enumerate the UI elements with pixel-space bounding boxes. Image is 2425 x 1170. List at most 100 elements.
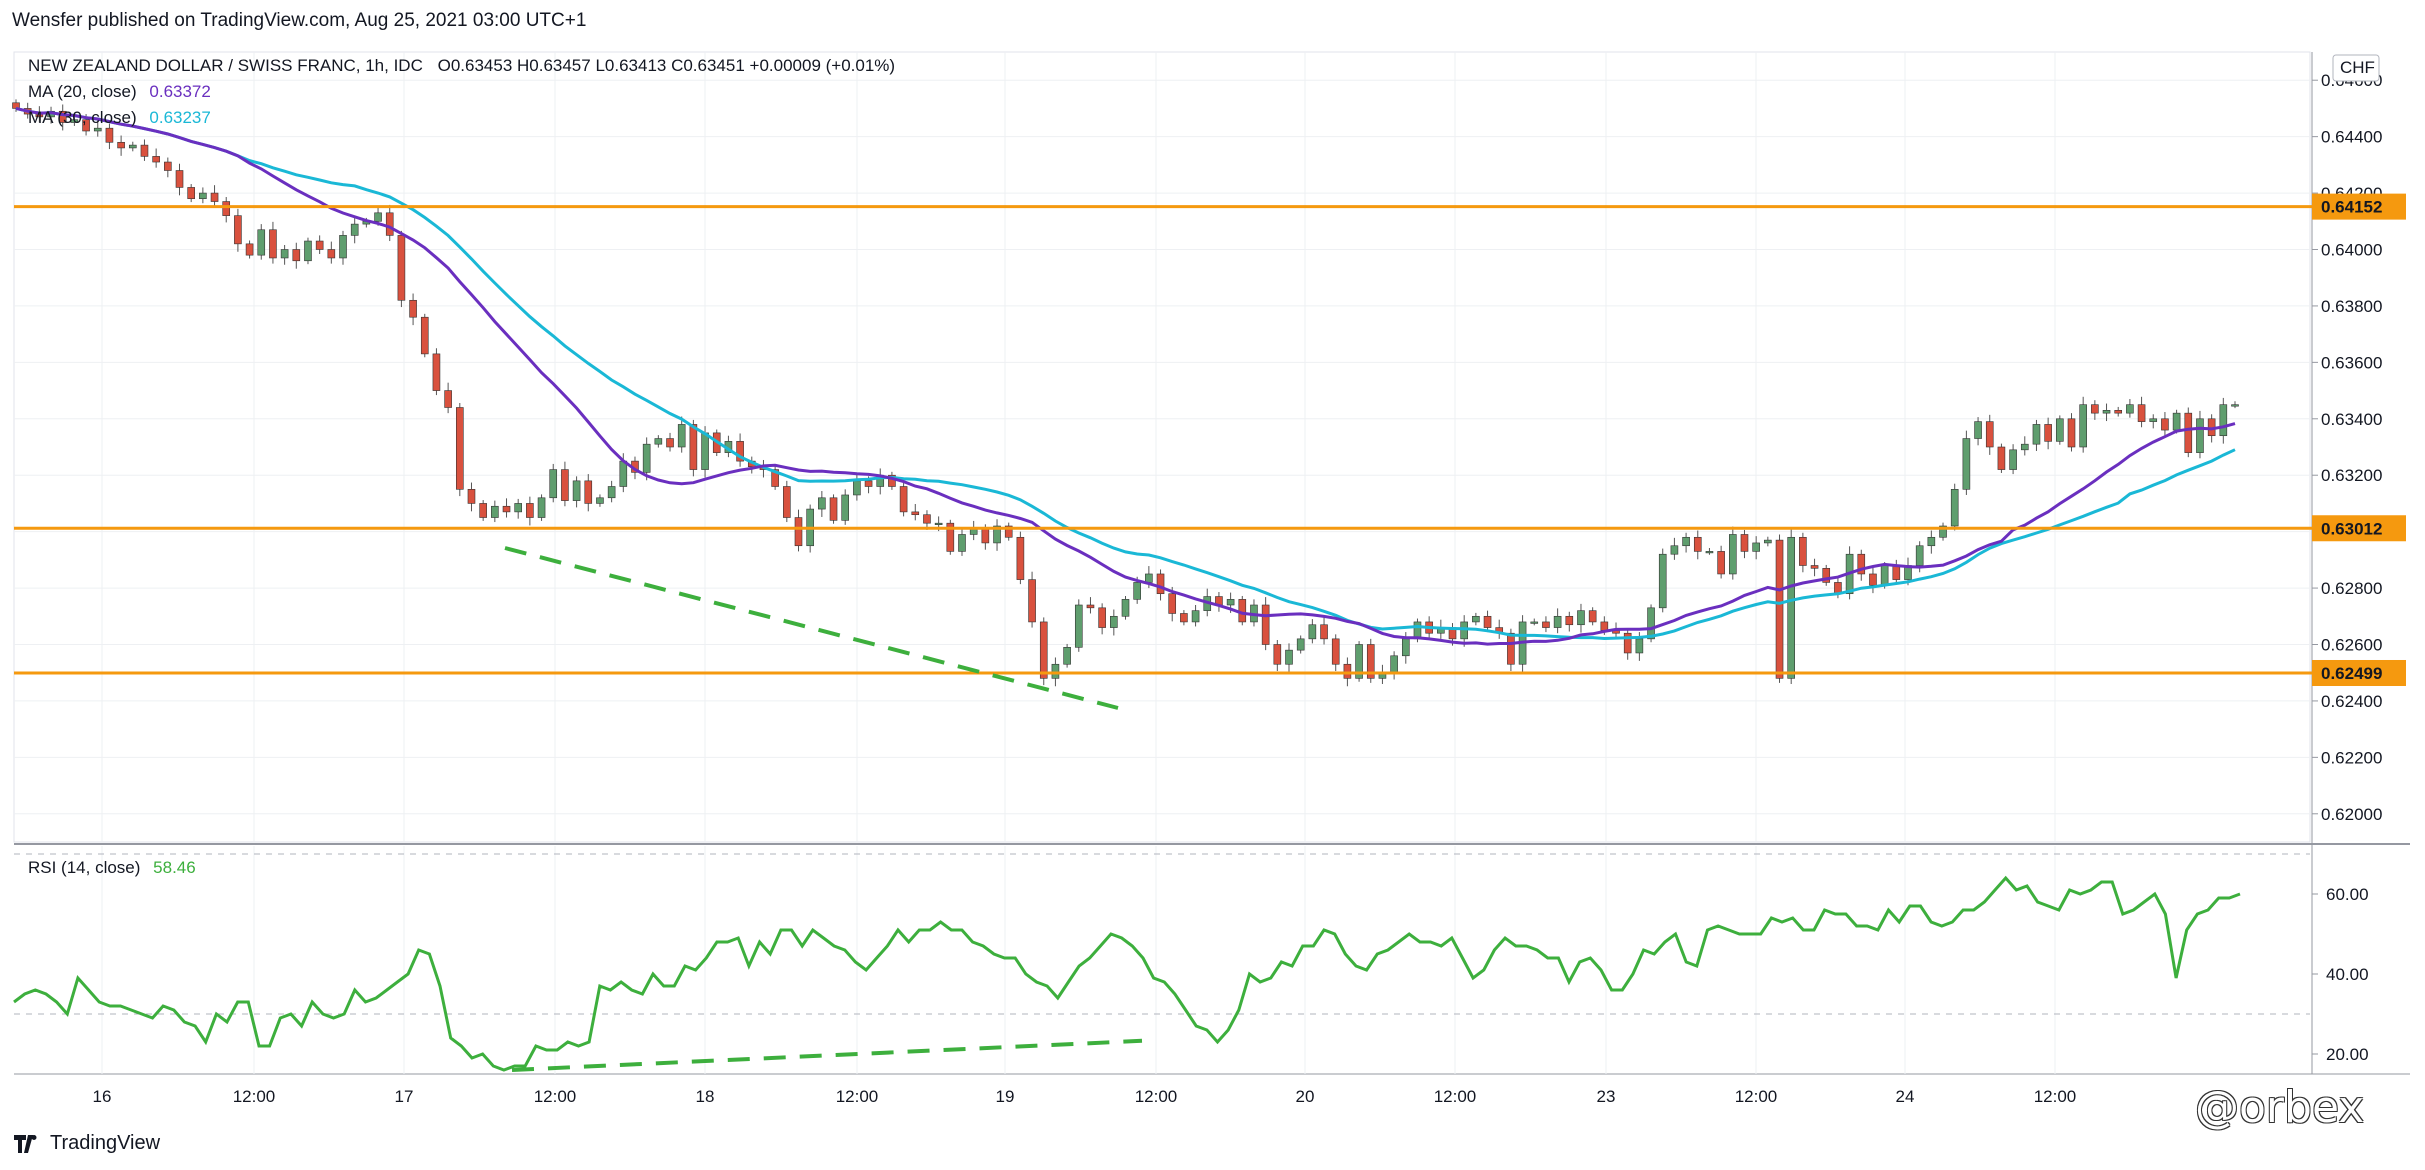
time-tick-label: 24: [1896, 1087, 1915, 1106]
rsi-tick-label: 40.00: [2326, 965, 2369, 984]
candle-body: [2137, 404, 2146, 422]
candle-body: [1950, 489, 1959, 527]
candle-body: [1658, 553, 1667, 609]
candle-body: [1974, 421, 1982, 439]
candle-body: [1869, 573, 1877, 586]
candle-body: [607, 486, 616, 499]
candle-body: [1145, 573, 1153, 583]
candle-body: [1997, 446, 2006, 470]
candle-body: [1600, 621, 1609, 631]
price-tick-label: 0.62800: [2321, 579, 2382, 598]
candle-body: [584, 480, 593, 504]
candle-body: [958, 534, 966, 552]
level-tag-box: [2312, 193, 2406, 220]
symbol-legend: NEW ZEALAND DOLLAR / SWISS FRANC, 1h, ID…: [28, 56, 895, 76]
candle-body: [1623, 632, 1632, 654]
candle-body: [1320, 624, 1328, 640]
candle-body: [1822, 568, 1831, 583]
candle-body: [1775, 539, 1784, 679]
candle-body: [1051, 663, 1060, 679]
candle-body: [1635, 638, 1644, 654]
price-trendline: [504, 546, 1119, 710]
candle-body: [1530, 621, 1539, 624]
rsi-value: 58.46: [153, 858, 196, 877]
candle-body: [1296, 638, 1305, 651]
candle-body: [1355, 644, 1363, 679]
time-tick-label: 12:00: [534, 1087, 577, 1106]
candle-body: [794, 517, 803, 547]
candle-body: [1729, 534, 1737, 575]
candle-body: [70, 119, 79, 123]
candle-body: [1063, 647, 1071, 665]
ma30-legend: MA (30, close) 0.63237: [28, 108, 211, 128]
time-tick-label: 17: [395, 1087, 414, 1106]
candle-body: [58, 110, 67, 123]
time-tick-label: 12:00: [233, 1087, 276, 1106]
rsi-label: RSI (14, close): [28, 858, 141, 877]
candle-body: [257, 229, 266, 256]
level-tag: 0.63012: [2312, 515, 2406, 542]
candle-body: [1880, 565, 1889, 586]
candle-body: [1542, 621, 1550, 628]
candle-body: [187, 187, 195, 200]
candle-body: [1752, 542, 1760, 552]
candle-body: [1156, 573, 1165, 595]
candle-body: [432, 353, 441, 391]
candle-body: [993, 525, 1001, 544]
ma20-value: 0.63372: [149, 82, 211, 101]
candle-body: [374, 212, 382, 222]
candle-body: [526, 503, 534, 518]
rsi-tick-label: 60.00: [2326, 885, 2369, 904]
tradingview-icon: [14, 1134, 37, 1153]
candle-body: [2196, 418, 2204, 453]
time-tick-label: 12:00: [836, 1087, 879, 1106]
candle-body: [864, 480, 873, 487]
candle-body: [128, 144, 137, 149]
candle-body: [677, 424, 686, 448]
time-tick-label: 16: [93, 1087, 112, 1106]
candle-body: [1133, 582, 1141, 600]
candle-body: [397, 235, 406, 301]
brand-label: TradingView: [50, 1132, 161, 1154]
candle-body: [82, 119, 90, 132]
candle-body: [1764, 539, 1772, 544]
candle-body: [304, 240, 312, 262]
candle-body: [2161, 418, 2169, 431]
candle-body: [1016, 536, 1025, 580]
candle-body: [1787, 536, 1795, 679]
candle-body: [2079, 404, 2087, 448]
candle-body: [1962, 438, 1971, 490]
rsi-trendline: [511, 1038, 1143, 1072]
time-tick-label: 12:00: [1434, 1087, 1477, 1106]
candle-body: [619, 460, 628, 487]
level-tag-box: [2312, 659, 2406, 686]
candle-body: [1857, 553, 1866, 575]
price-tick-label: 0.63200: [2321, 466, 2382, 485]
ma30-value: 0.63237: [149, 108, 211, 127]
candle-body: [117, 141, 125, 149]
candle-body: [2091, 404, 2099, 414]
price-tick-label: 0.64400: [2321, 128, 2382, 147]
rsi-line: [13, 875, 2241, 1072]
candle-body: [1343, 663, 1352, 679]
candle-body: [981, 528, 990, 544]
candle-body: [1915, 545, 1924, 566]
time-tick-label: 12:00: [1135, 1087, 1178, 1106]
candle-body: [537, 497, 546, 518]
candle-body: [911, 511, 920, 516]
candle-body: [1693, 536, 1702, 552]
level-tag-box: [2312, 515, 2406, 542]
candle-body: [2219, 404, 2228, 437]
candle-body: [315, 240, 324, 250]
candle-body: [771, 469, 779, 487]
time-tick-label: 12:00: [2034, 1087, 2077, 1106]
candle-body: [514, 503, 522, 513]
candle-body: [1810, 565, 1819, 569]
candle-body: [1799, 536, 1807, 566]
candle-body: [701, 432, 709, 470]
candle-body: [934, 522, 943, 525]
tradingview-logo[interactable]: TradingView: [14, 1132, 160, 1155]
candle-body: [2009, 449, 2017, 470]
candle-body: [1086, 604, 1095, 609]
